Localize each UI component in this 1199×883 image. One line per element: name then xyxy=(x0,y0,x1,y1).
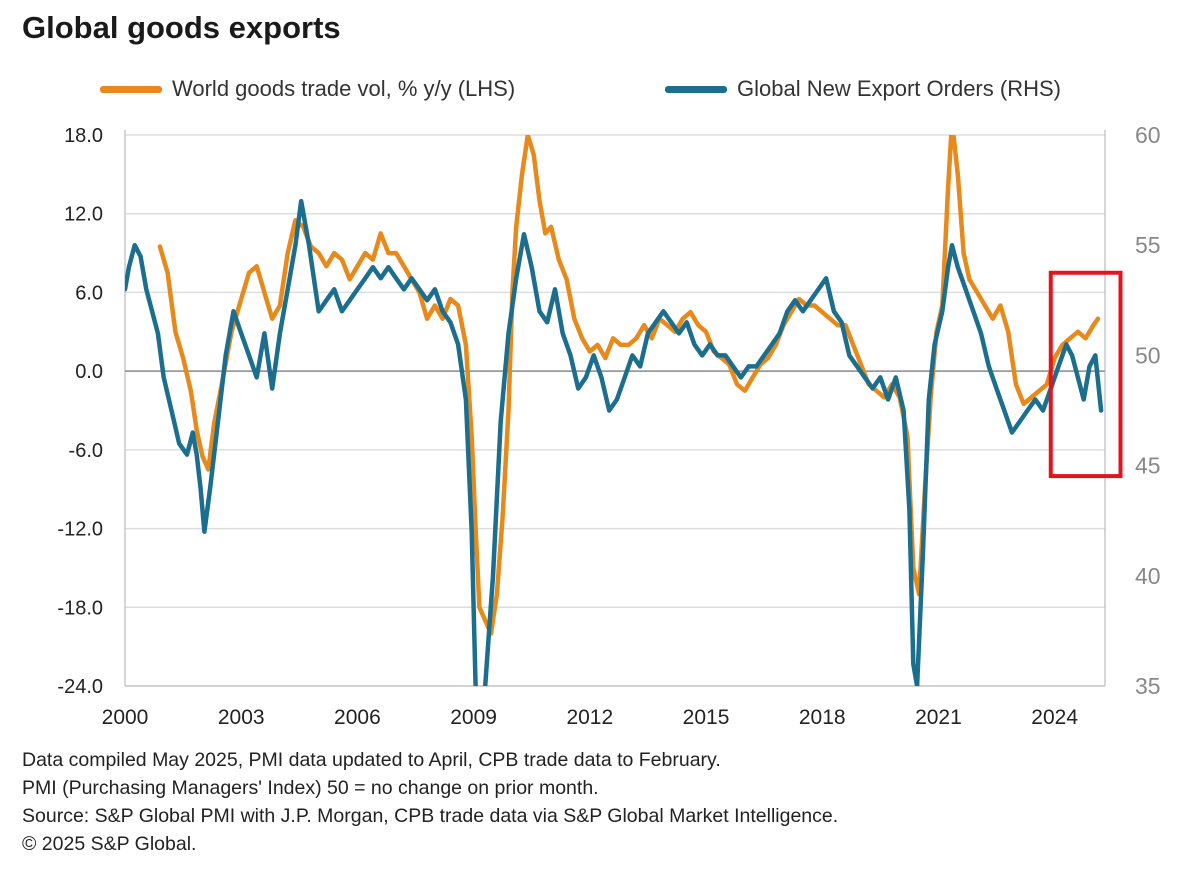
legend-swatch-pmi xyxy=(665,85,727,93)
series-line-pmi xyxy=(125,198,1104,686)
left-tick-label: -12.0 xyxy=(57,519,103,541)
legend-label-pmi: Global New Export Orders (RHS) xyxy=(737,76,1061,101)
note-data-compiled: Data compiled May 2025, PMI data updated… xyxy=(22,749,721,771)
x-tick-label: 2021 xyxy=(915,706,962,729)
highlight-box xyxy=(1048,270,1123,479)
note-pmi-definition: PMI (Purchasing Managers' Index) 50 = no… xyxy=(22,777,599,799)
legend-item-trade: World goods trade vol, % y/y (LHS) xyxy=(100,74,515,104)
right-tick-label: 60 xyxy=(1135,122,1161,148)
left-tick-label: -18.0 xyxy=(57,597,103,619)
legend-swatch-trade xyxy=(100,85,162,93)
x-tick-label: 2003 xyxy=(218,706,265,729)
x-tick-label: 2009 xyxy=(450,706,497,729)
legend-item-pmi: Global New Export Orders (RHS) xyxy=(665,74,1061,104)
right-tick-label: 45 xyxy=(1135,453,1161,479)
left-tick-label: 12.0 xyxy=(64,204,103,226)
x-tick-label: 2000 xyxy=(102,706,149,729)
left-tick-label: -24.0 xyxy=(57,676,103,698)
chart-notes: Data compiled May 2025, PMI data updated… xyxy=(22,746,838,858)
note-source: Source: S&P Global PMI with J.P. Morgan,… xyxy=(22,805,839,827)
x-tick-label: 2012 xyxy=(566,706,613,729)
line-chart: 18.0 12.0 6.0 0.0 -6.0 -12.0 -18.0 -24.0 60 55 50 4… xyxy=(57,122,1161,729)
left-tick-label: 6.0 xyxy=(75,282,103,304)
right-tick-label: 35 xyxy=(1135,673,1161,699)
x-tick-label: 2015 xyxy=(683,706,730,729)
chart-title: Global goods exports xyxy=(22,10,341,45)
x-tick-label: 2006 xyxy=(334,706,381,729)
note-copyright: © 2025 S&P Global. xyxy=(22,833,197,855)
left-tick-label: 0.0 xyxy=(75,361,103,383)
left-tick-label: 18.0 xyxy=(64,125,103,147)
x-tick-label: 2018 xyxy=(799,706,846,729)
left-tick-label: -6.0 xyxy=(69,440,103,462)
right-tick-label: 55 xyxy=(1135,232,1161,258)
x-tick-label: 2024 xyxy=(1031,706,1078,729)
right-tick-label: 40 xyxy=(1135,563,1161,589)
legend-label-trade: World goods trade vol, % y/y (LHS) xyxy=(172,76,516,101)
series-line-trade xyxy=(157,135,1101,636)
right-tick-label: 50 xyxy=(1135,342,1161,368)
